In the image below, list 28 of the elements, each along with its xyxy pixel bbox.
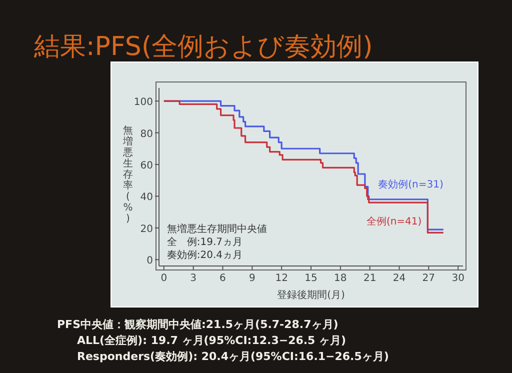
- annotation: 無増悪生存期間中央値: [166, 222, 267, 235]
- series-label: 全例(n=41): [366, 216, 422, 228]
- annotation: 奏効例:20.4ヵ月: [166, 248, 242, 261]
- text: ALL(全症例): 19.7 ヶ月(95%CI:12.3−26.5 ヶ月): [77, 334, 346, 347]
- chart-title: 結果:PFS(全例および奏効例): [33, 32, 373, 62]
- x-tick-label: 9: [248, 273, 256, 284]
- x-axis-title: 登録後期間(月): [277, 289, 345, 301]
- annotation: 全 例:19.7ヵ月: [166, 236, 242, 248]
- y-tick-label: 100: [134, 97, 153, 108]
- y-tick-label: 60: [140, 160, 153, 172]
- x-tick-label: 21: [363, 273, 376, 284]
- x-tick-label: 15: [304, 273, 318, 284]
- x-tick-label: 24: [392, 273, 406, 284]
- x-tick-label: 3: [190, 273, 197, 284]
- x-tick-label: 0: [160, 273, 168, 284]
- y-tick-label: 80: [140, 128, 153, 140]
- text: PFS中央値：観察期間中央値:21.5ヶ月(5.7-28.7ヶ月): [57, 318, 338, 331]
- x-tick-label: 30: [452, 273, 464, 284]
- text: 無増悪生存率(%): [123, 126, 133, 224]
- x-tick-label: 27: [422, 273, 436, 284]
- y-tick-label: 20: [140, 224, 153, 235]
- x-tick-label: 18: [334, 273, 347, 284]
- series-label: 奏効例(n=31): [378, 178, 444, 190]
- text: Responders(奏効例): 20.4ヶ月(95%CI:16.1−26.5ヶ月): [77, 350, 389, 363]
- x-tick-label: 6: [220, 273, 226, 284]
- x-tick-label: 12: [275, 273, 288, 284]
- y-tick-label: 40: [140, 192, 153, 204]
- y-tick-label: 0: [146, 256, 153, 267]
